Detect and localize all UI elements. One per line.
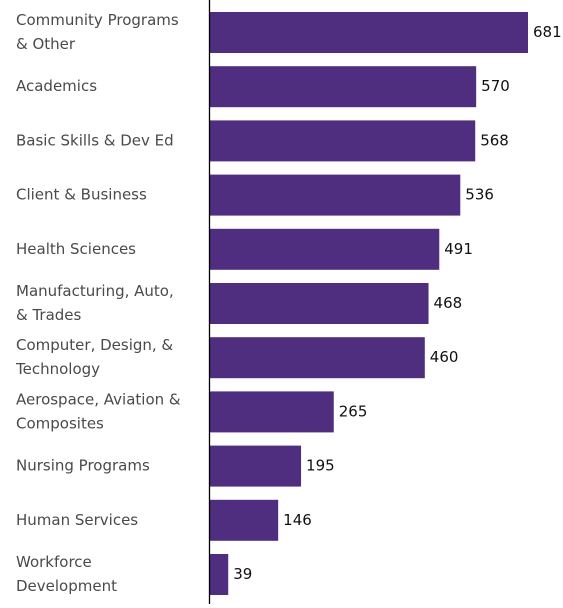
value-label-0: 681 bbox=[533, 23, 562, 41]
bar-7 bbox=[210, 391, 334, 433]
bar-1 bbox=[210, 66, 477, 108]
category-label-3: Client & Business bbox=[16, 186, 147, 204]
category-label-line: Health Sciences bbox=[16, 240, 136, 258]
value-label-7: 265 bbox=[339, 402, 368, 420]
value-label-9: 146 bbox=[283, 511, 312, 529]
category-label-1: Academics bbox=[16, 77, 97, 95]
bar-4 bbox=[210, 228, 440, 270]
category-label-line: Community Programs bbox=[16, 11, 179, 29]
value-label-6: 460 bbox=[430, 348, 459, 366]
bar-2 bbox=[210, 120, 476, 162]
bar-6 bbox=[210, 337, 425, 379]
category-label-line: Client & Business bbox=[16, 186, 147, 204]
value-label-8: 195 bbox=[306, 457, 335, 475]
bar-9 bbox=[210, 499, 279, 541]
value-label-10: 39 bbox=[233, 565, 252, 583]
category-label-line: Human Services bbox=[16, 511, 138, 529]
category-label-line: Development bbox=[16, 577, 117, 595]
category-label-line: & Other bbox=[16, 35, 76, 53]
category-label-5: Manufacturing, Auto, & Trades bbox=[16, 282, 174, 324]
category-label-9: Human Services bbox=[16, 511, 138, 529]
category-label-10: Workforce Development bbox=[16, 553, 117, 595]
bar-0 bbox=[210, 12, 528, 53]
category-label-4: Health Sciences bbox=[16, 240, 136, 258]
bar-8 bbox=[210, 445, 302, 487]
bar-5 bbox=[210, 283, 429, 324]
category-label-line: Computer, Design, & bbox=[16, 336, 173, 354]
bar-10 bbox=[210, 554, 229, 595]
category-label-line: Workforce bbox=[16, 553, 92, 571]
value-label-4: 491 bbox=[444, 240, 473, 258]
category-label-line: Composites bbox=[16, 414, 104, 432]
value-label-3: 536 bbox=[465, 186, 494, 204]
category-label-line: Aerospace, Aviation & bbox=[16, 390, 181, 408]
category-label-6: Computer, Design, & Technology bbox=[15, 336, 173, 378]
category-label-line: Academics bbox=[16, 77, 97, 95]
category-labels-layer: Community Programs & Other Academics Basic … bbox=[15, 11, 181, 595]
category-label-7: Aerospace, Aviation & Composites bbox=[16, 390, 181, 432]
bars-layer bbox=[210, 12, 528, 595]
category-label-8: Nursing Programs bbox=[16, 457, 150, 475]
category-label-line: Basic Skills & Dev Ed bbox=[16, 131, 174, 149]
value-label-1: 570 bbox=[481, 77, 510, 95]
category-label-line: Manufacturing, Auto, bbox=[16, 282, 174, 300]
category-label-line: & Trades bbox=[16, 306, 82, 324]
value-label-5: 468 bbox=[434, 294, 463, 312]
bar-3 bbox=[210, 174, 461, 216]
category-label-line: Technology bbox=[15, 360, 100, 378]
category-label-2: Basic Skills & Dev Ed bbox=[16, 131, 174, 149]
value-label-2: 568 bbox=[480, 131, 509, 149]
category-label-line: Nursing Programs bbox=[16, 457, 150, 475]
value-labels-layer: 681 570 568 536 491 468 460 265 195 146 39 bbox=[233, 23, 561, 583]
category-label-0: Community Programs & Other bbox=[16, 11, 179, 53]
